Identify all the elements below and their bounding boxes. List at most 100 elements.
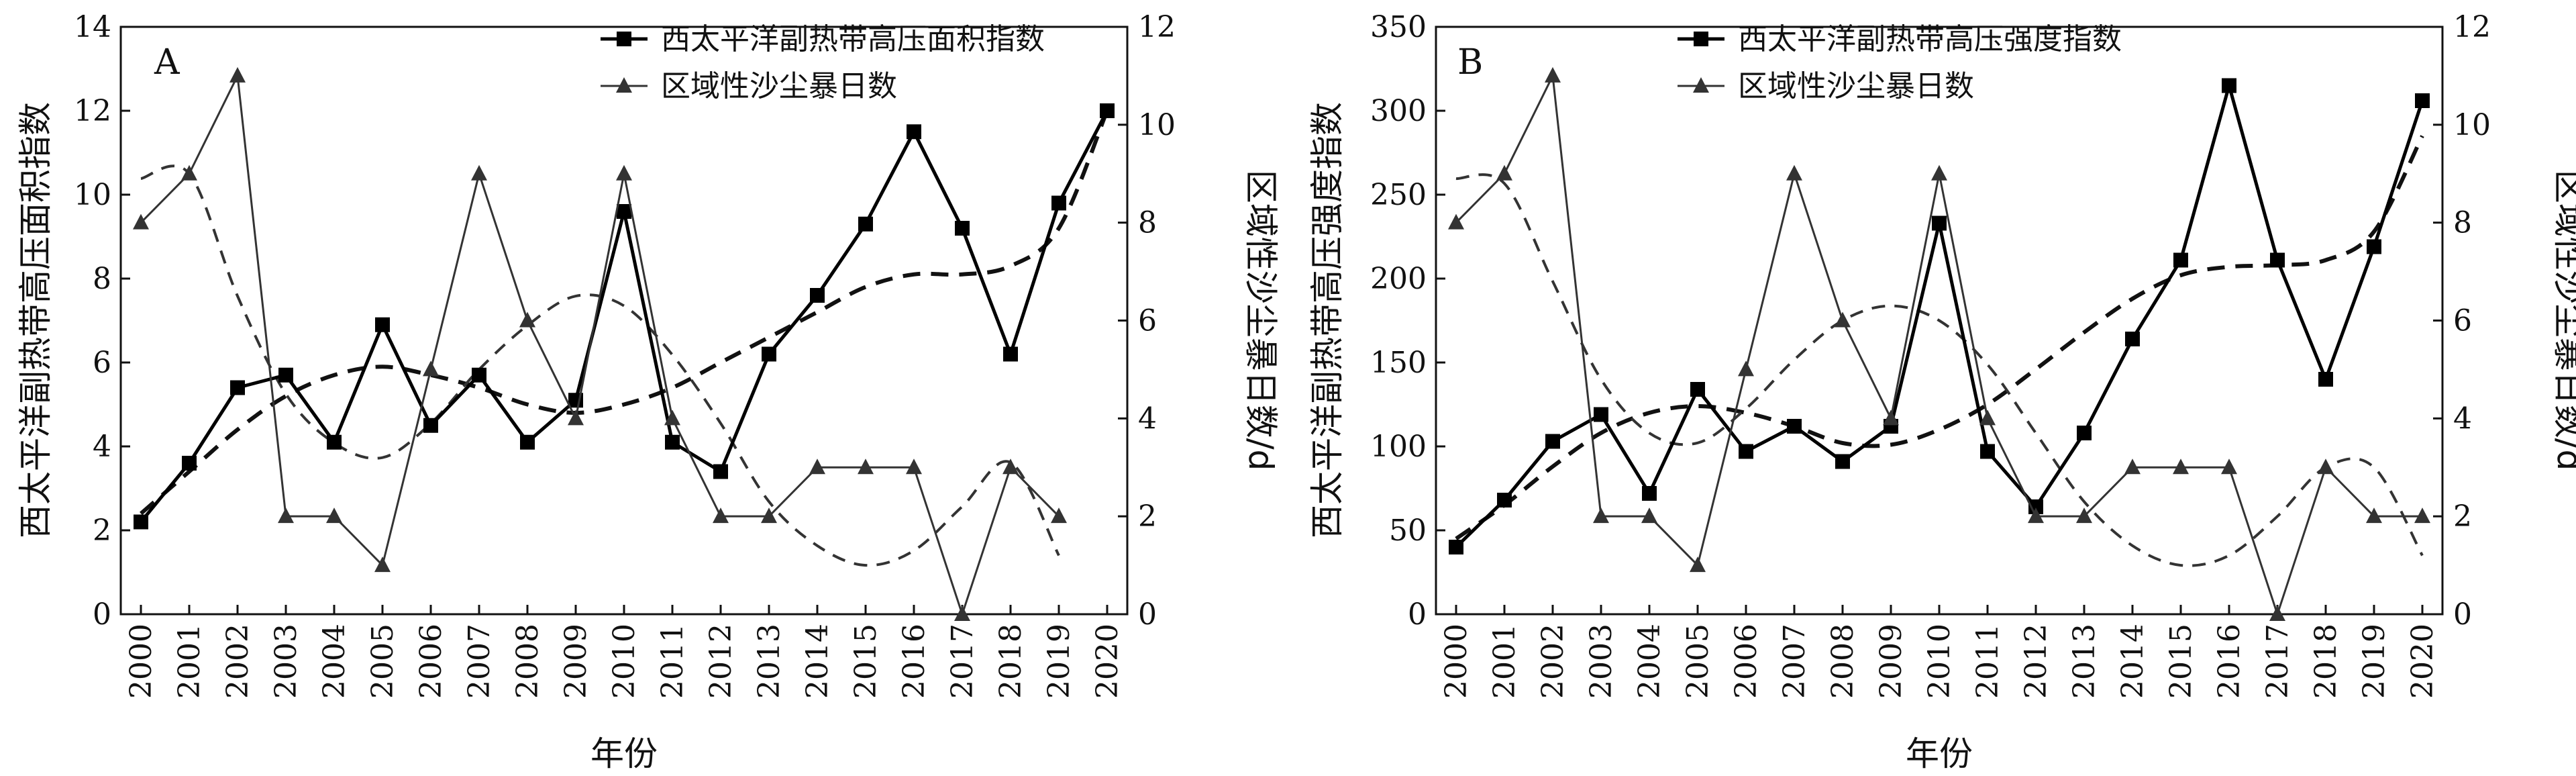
data-point-square [2077,426,2092,440]
data-point-square [1449,540,1463,554]
x-tick-label: 2002 [221,624,255,699]
x-tick-label: 2000 [124,624,158,699]
y2-tick-label: 12 [2453,10,2491,44]
data-point-square [955,221,970,236]
x-tick-label: 2012 [2019,624,2053,699]
data-point-triangle [1002,458,1019,475]
x-tick-label: 2015 [2164,624,2198,699]
y2-tick-label: 4 [1138,401,1157,436]
x-axis-title-b: 年份 [1906,734,1973,773]
data-point-triangle [2366,507,2382,524]
trend-line-right [1455,173,2424,567]
legend-a: 西太平洋副热带高压面积指数 区域性沙尘暴日数 [601,22,1045,103]
data-point-square [1642,486,1657,501]
panel-label-a: A [154,42,181,83]
data-point-triangle [809,458,825,475]
data-point-triangle [374,556,391,573]
x-tick-label: 2017 [2261,624,2295,699]
data-point-triangle [664,409,680,426]
data-point-triangle [326,507,342,524]
x-tick-label: 2003 [269,624,303,699]
x-tick-label: 2005 [366,624,400,699]
data-point-triangle [2318,458,2334,475]
x-tick-label: 2008 [1826,624,1860,699]
data-point-square [278,367,293,383]
data-point-triangle [906,458,922,475]
x-tick-label: 2011 [1971,624,2005,699]
x-tick-label: 2001 [172,624,207,699]
data-point-triangle [1690,556,1706,573]
data-point-triangle [1593,507,1609,524]
data-point-square [1835,454,1850,469]
y2-tick-label: 12 [1138,10,1176,44]
data-point-square [858,216,873,232]
x-tick-label: 2014 [801,624,835,699]
series-line-triangle [1455,72,2422,618]
x-tick-label: 2004 [317,624,352,699]
y-tick-label: 6 [93,346,111,380]
series-b [1448,66,2430,621]
data-point-square [1497,493,1512,507]
data-point-triangle [1545,66,1561,83]
y-tick-label: 14 [74,10,111,44]
right-axis-b: 0 2 4 6 8 10 12 [2433,10,2491,632]
x-tick-label: 2005 [1681,624,1715,699]
data-point-triangle [2221,458,2237,475]
data-point-square [762,346,776,362]
data-point-square [375,317,390,332]
data-point-square [1739,444,1753,459]
x-tick-label: 2002 [1536,624,1570,699]
x-tick-label: 2013 [752,624,786,699]
data-point-triangle [1931,164,1947,181]
x-axis-a: 2000 2001 2002 2003 2004 2005 2006 2007 2008 2009… [124,605,1125,699]
data-point-square [2222,78,2236,93]
data-point-square [1545,434,1560,449]
data-point-triangle [1496,164,1512,181]
left-axis-b: 0 50 100 150 200 250 300 350 [1370,10,1445,632]
data-point-square [2270,252,2285,268]
x-tick-label: 2011 [656,624,690,699]
x-tick-label: 2017 [945,624,980,699]
data-point-square [423,418,438,433]
x-axis-title-a: 年份 [590,734,658,773]
data-point-square [1980,444,1995,459]
data-point-triangle [2124,458,2141,475]
data-point-triangle [471,164,487,181]
x-tick-label: 2019 [2357,624,2391,699]
y-tick-label: 4 [93,430,111,464]
data-point-square [1594,407,1608,422]
x-tick-label: 2009 [1874,624,1908,699]
y2-tick-label: 6 [1138,304,1157,338]
x-tick-label: 2010 [1922,624,1957,699]
x-tick-label: 2016 [2212,624,2247,699]
y-tick-label: 350 [1370,10,1427,44]
data-point-square [1787,419,1802,434]
plot-frame-a [119,26,1129,616]
x-tick-label: 2012 [704,624,738,699]
data-point-square [907,124,921,140]
legend-marker-triangle [616,77,632,93]
y2-tick-label: 8 [1138,206,1157,240]
x-tick-label: 2018 [994,624,1028,699]
data-point-triangle [2269,605,2285,621]
y-axis-title-b: 西太平洋副热带高压强度指数 [1308,102,1347,538]
y-tick-label: 300 [1370,94,1427,128]
data-point-square [2318,372,2333,387]
series-line-triangle [140,72,1060,618]
data-point-square [134,514,148,530]
legend-label-intensity-index: 西太平洋副热带高压强度指数 [1738,22,2122,56]
y-tick-label: 50 [1389,514,1427,548]
data-point-square [665,434,680,450]
y-tick-label: 0 [93,597,111,632]
data-point-square [327,434,342,450]
data-point-square [713,464,728,479]
y2-tick-label: 2 [2453,499,2472,534]
data-point-triangle [278,507,294,524]
x-axis-b: 2000 2001 2002 2003 2004 2005 2006 2007 2008 2009… [1439,605,2440,699]
y2-axis-title-b: 区域性沙尘暴日数/d [2550,170,2576,471]
legend-b: 西太平洋副热带高压强度指数 区域性沙尘暴日数 [1678,22,2122,103]
x-tick-label: 2006 [1729,624,1763,699]
data-point-triangle [229,66,246,83]
panel-label-b: B [1457,42,1483,83]
